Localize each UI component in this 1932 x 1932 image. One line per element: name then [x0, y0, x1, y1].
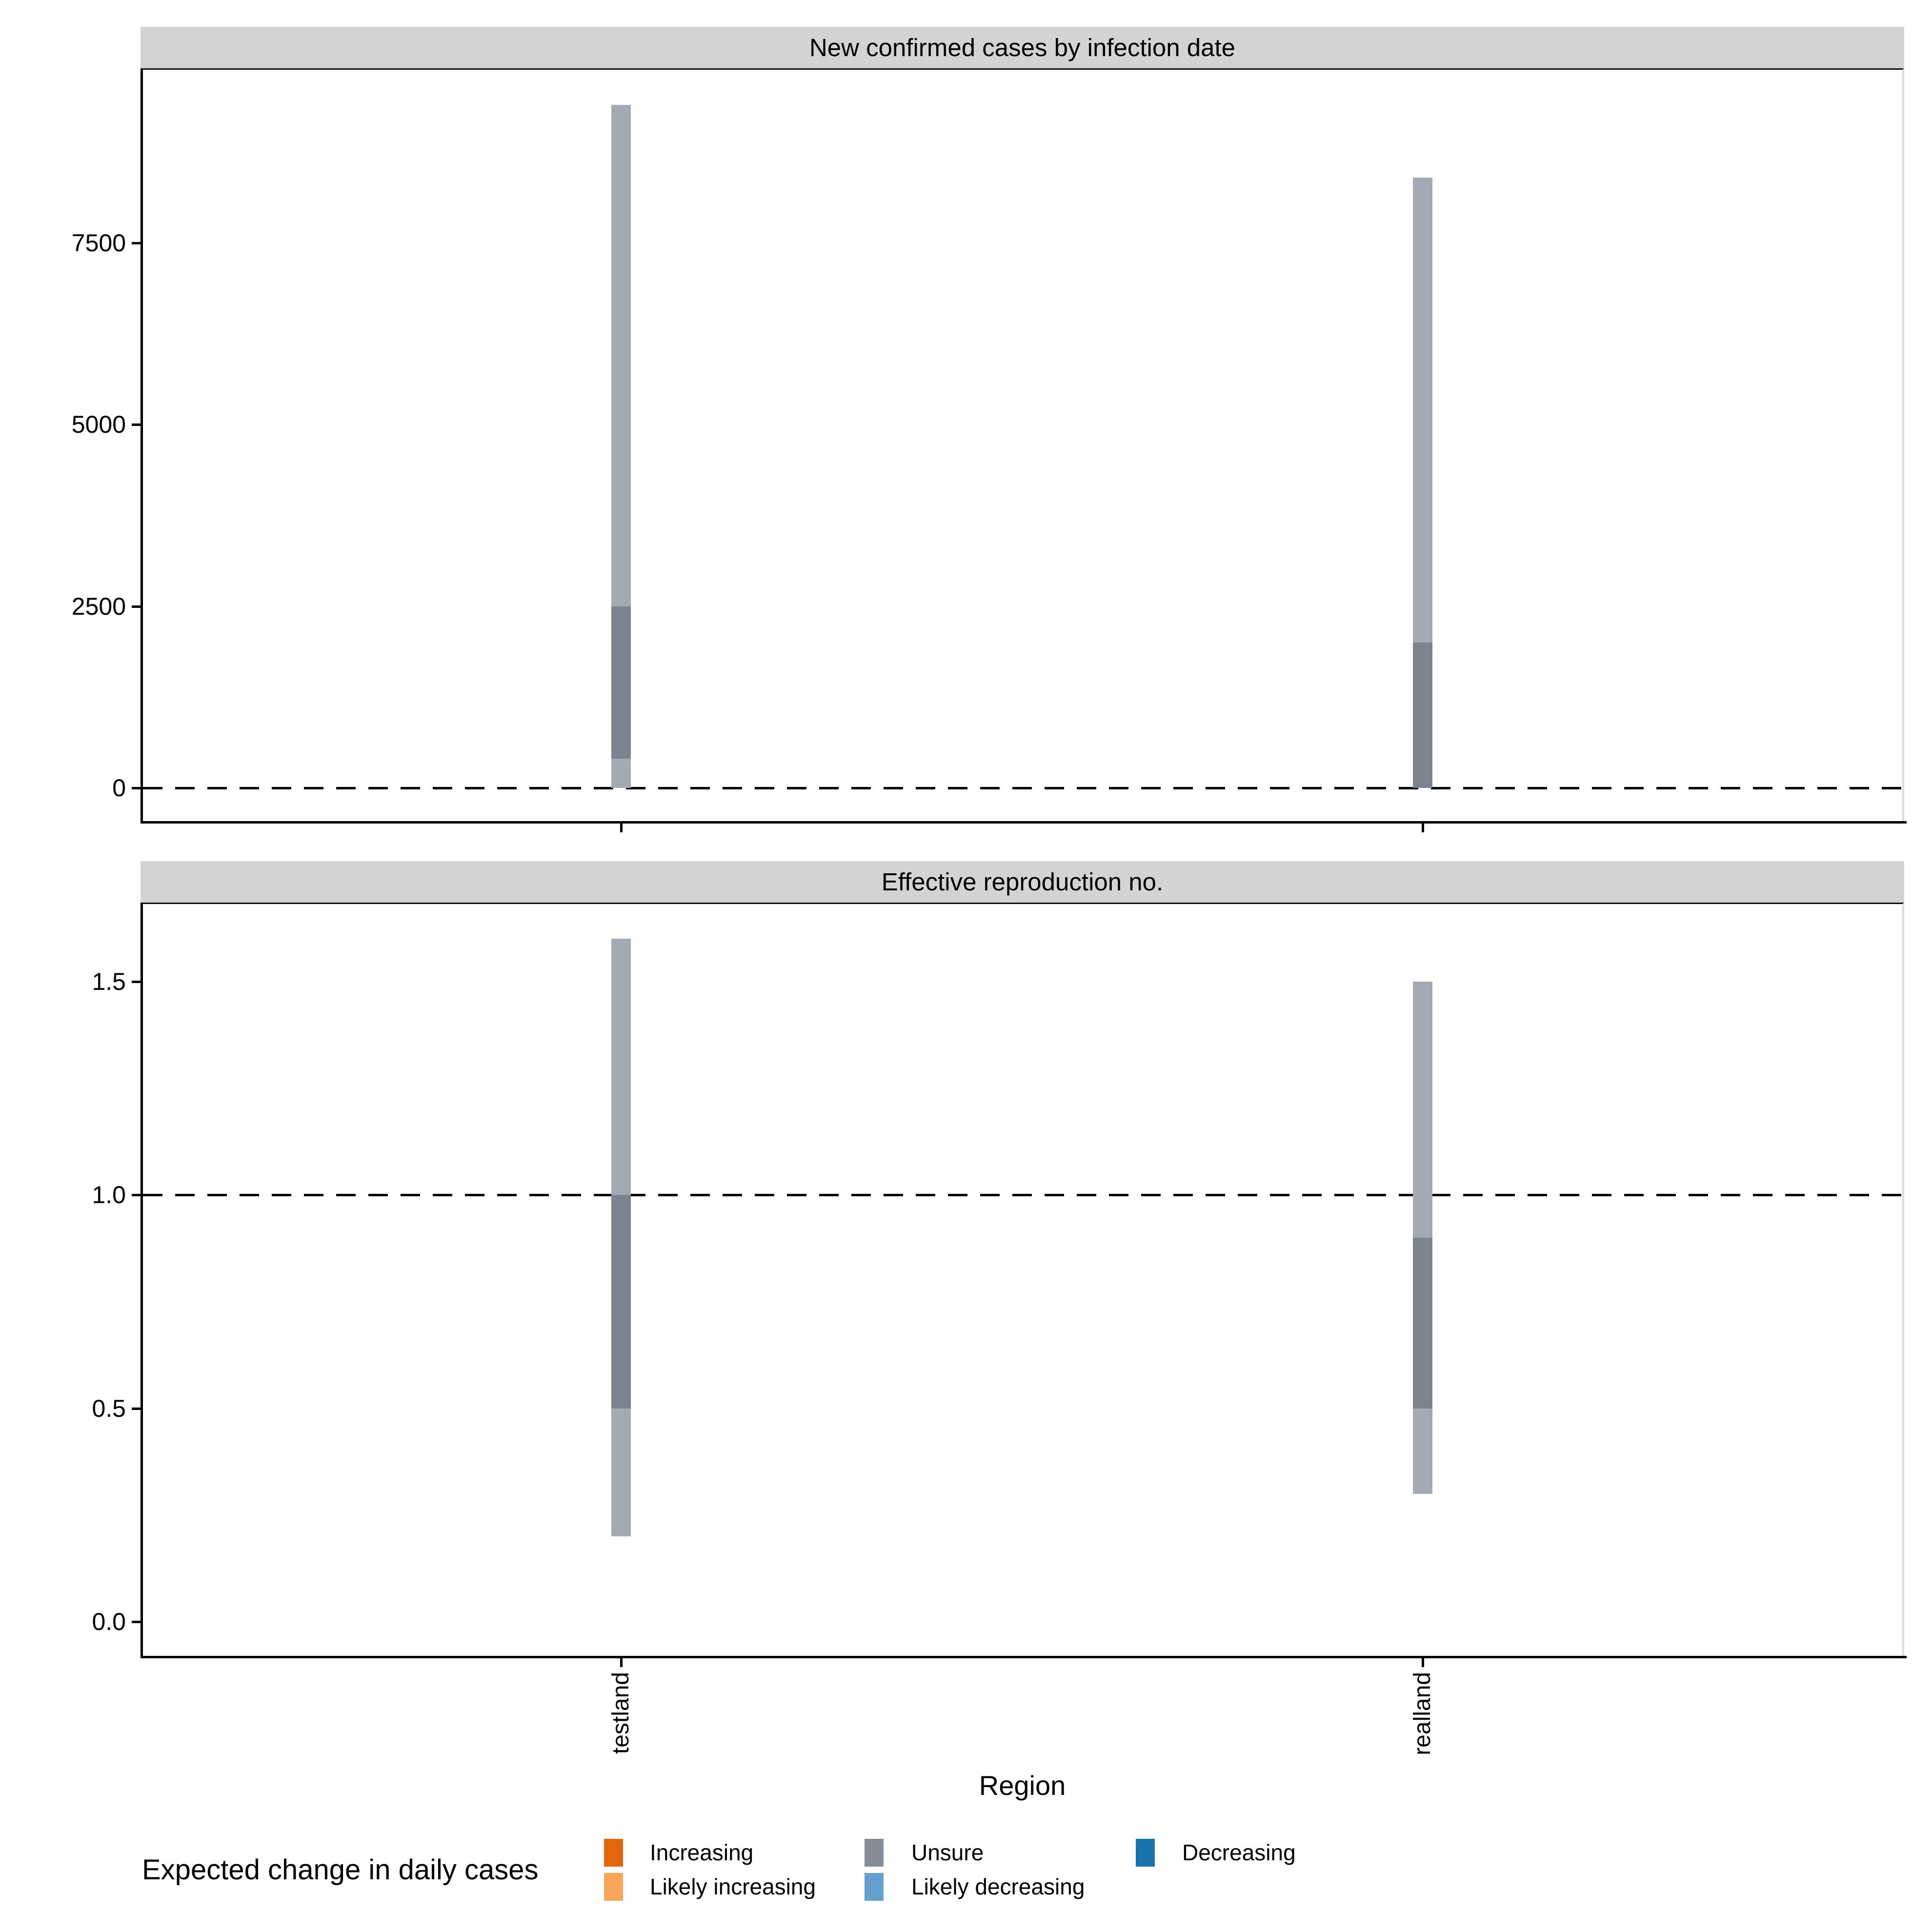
- x-tick-realland: [1422, 1658, 1424, 1667]
- facet-strip-title-cases: New confirmed cases by infection date: [809, 34, 1236, 61]
- legend-label-likely-increasing: Likely increasing: [650, 1874, 816, 1899]
- y-tick: [132, 1407, 141, 1410]
- x-tick-label-testland: testland: [608, 1672, 634, 1754]
- y-axis-line: [141, 903, 143, 1658]
- y-tick-label: 5000: [71, 411, 126, 439]
- bar-inner-realland: [1413, 643, 1432, 788]
- x-tick-testland: [620, 1658, 623, 1667]
- y-tick: [132, 605, 141, 608]
- y-tick: [132, 1194, 141, 1196]
- legend-key-increasing: [604, 1839, 623, 1867]
- plot-area-cases: [141, 68, 1904, 821]
- legend-label-decreasing: Decreasing: [1182, 1840, 1296, 1865]
- legend-label-likely-decreasing: Likely decreasing: [911, 1874, 1085, 1899]
- y-tick-label: 0.5: [92, 1394, 126, 1422]
- x-tick-realland: [1422, 824, 1424, 832]
- y-tick: [132, 787, 141, 789]
- y-tick: [132, 1621, 141, 1623]
- facet-strip-cases: New confirmed cases by infection date: [141, 27, 1904, 68]
- y-tick-label: 0.0: [92, 1608, 126, 1635]
- y-axis-line: [141, 68, 143, 824]
- facet-strip-rt: Effective reproduction no.: [141, 861, 1904, 903]
- y-tick-label: 1.0: [92, 1181, 126, 1208]
- y-tick: [132, 980, 141, 983]
- plot-area-rt: [141, 903, 1904, 1656]
- legend-key-likely-increasing: [604, 1873, 623, 1901]
- bar-inner-testland: [611, 606, 631, 759]
- y-tick-label: 7500: [71, 229, 126, 257]
- x-axis-line: [141, 1656, 1907, 1658]
- legend-key-likely-decreasing: [865, 1873, 884, 1901]
- y-tick-label: 0: [112, 774, 126, 802]
- x-axis-line: [141, 821, 1907, 824]
- x-axis-title: Region: [979, 1770, 1066, 1801]
- legend-label-increasing: Increasing: [650, 1840, 754, 1865]
- y-tick-label: 1.5: [92, 967, 126, 995]
- y-tick: [132, 423, 141, 426]
- bar-inner-testland: [611, 1195, 631, 1409]
- legend-title: Expected change in daily cases: [142, 1854, 539, 1886]
- bar-inner-realland: [1413, 1237, 1432, 1409]
- reference-line: [143, 1194, 1904, 1196]
- reference-line: [143, 787, 1904, 789]
- legend-key-decreasing: [1136, 1839, 1155, 1867]
- legend-key-unsure: [865, 1839, 884, 1867]
- y-tick-label: 2500: [71, 592, 126, 620]
- x-tick-label-realland: realland: [1409, 1672, 1435, 1755]
- facet-strip-title-rt: Effective reproduction no.: [881, 868, 1164, 896]
- x-tick-testland: [620, 824, 623, 832]
- y-tick: [132, 242, 141, 244]
- legend-label-unsure: Unsure: [911, 1840, 984, 1865]
